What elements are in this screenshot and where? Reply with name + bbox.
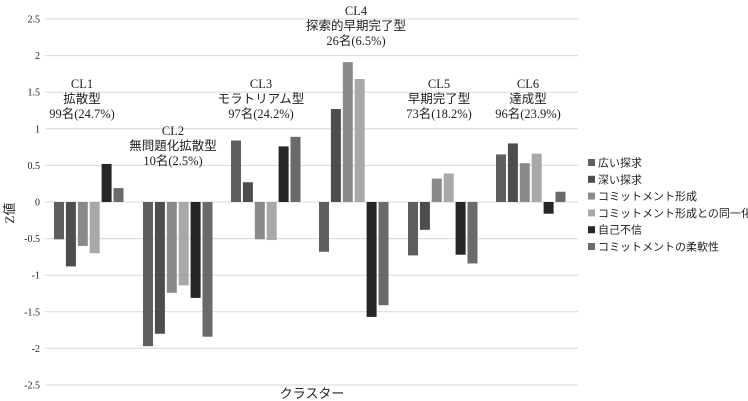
cluster-annotation: CL5 <box>428 77 450 91</box>
y-tick-label: -1.5 <box>24 307 40 318</box>
legend-entry: コミットメント形成 <box>598 190 697 203</box>
cluster-annotation: 96名(23.9%) <box>495 106 561 121</box>
bar <box>101 163 112 202</box>
cluster-annotation: モラトリアム型 <box>218 92 305 106</box>
cluster-annotation: 26名(6.5%) <box>326 33 385 48</box>
bar <box>278 146 289 202</box>
cluster-annotation: 探索的早期完了型 <box>306 18 406 33</box>
bar <box>408 202 418 256</box>
y-tick-label: -1 <box>32 271 40 282</box>
bar <box>231 140 241 202</box>
bar <box>507 143 518 202</box>
legend-swatch <box>588 192 595 200</box>
cluster-annotation: 無問題化拡散型 <box>129 138 217 153</box>
cluster-annotation: 達成型 <box>509 92 547 106</box>
y-tick-label: 0 <box>35 198 40 209</box>
cluster-annotation: CL4 <box>345 4 368 18</box>
bar <box>342 62 353 202</box>
cluster-annotation: CL6 <box>517 77 539 91</box>
cluster-annotation: 73名(18.2%) <box>406 106 472 121</box>
legend-entry: 自己不信 <box>598 224 642 237</box>
bar <box>378 202 389 306</box>
bar <box>190 202 201 298</box>
y-tick-label: -0.5 <box>24 234 40 245</box>
cluster-annotation: CL1 <box>71 77 93 91</box>
bar <box>354 79 365 202</box>
bar <box>154 202 165 334</box>
bar <box>467 202 478 264</box>
bar <box>202 202 213 337</box>
bar <box>431 178 442 202</box>
y-tick-label: 1 <box>35 124 40 135</box>
bar <box>254 202 265 240</box>
bar <box>178 202 189 286</box>
bar <box>455 202 466 255</box>
y-tick-label: 2.5 <box>28 15 41 26</box>
bar <box>443 173 454 202</box>
x-axis-title: クラスター <box>280 386 345 401</box>
y-tick-label: 2 <box>35 51 40 62</box>
bar <box>77 202 88 246</box>
bar <box>496 154 506 202</box>
legend-swatch <box>588 209 595 217</box>
bar <box>242 182 253 202</box>
y-tick-label: 0.5 <box>28 161 41 172</box>
y-tick-label: -2 <box>32 344 40 355</box>
bar <box>89 202 100 254</box>
bar <box>266 202 277 241</box>
cluster-annotation: 10名(2.5%) <box>143 153 202 168</box>
bar <box>543 202 554 214</box>
y-tick-label: -2.5 <box>24 381 40 392</box>
bar <box>519 163 530 202</box>
cluster-annotation: CL3 <box>250 77 272 91</box>
legend-entry: コミットメント形成との同一化 <box>598 206 748 220</box>
bar <box>65 202 76 267</box>
legend-swatch <box>588 226 595 234</box>
bar <box>290 136 301 202</box>
legend-entry: 広い探求 <box>598 157 642 170</box>
legend-entry: 深い探求 <box>598 173 642 186</box>
legend-swatch <box>588 243 595 250</box>
legend-entry: コミットメントの柔軟性 <box>598 240 719 254</box>
bar <box>319 202 329 252</box>
bar <box>555 191 566 202</box>
bar <box>54 202 64 240</box>
y-tick-label: 1.5 <box>28 88 41 99</box>
cluster-annotation: 早期完了型 <box>408 91 471 106</box>
bar <box>330 109 341 202</box>
bar <box>531 153 542 202</box>
bar <box>143 202 153 347</box>
y-axis-title: Z値 <box>2 203 17 224</box>
legend-swatch <box>588 159 595 166</box>
cluster-annotation: 97名(24.2%) <box>228 106 294 121</box>
cluster-annotation: 拡散型 <box>63 91 101 106</box>
bar <box>113 188 124 202</box>
bar <box>419 202 430 230</box>
bar <box>366 202 377 317</box>
cluster-annotation: 99名(24.7%) <box>49 106 115 121</box>
cluster-annotation: CL2 <box>162 124 184 138</box>
bar <box>166 202 177 293</box>
legend-swatch <box>588 175 595 183</box>
